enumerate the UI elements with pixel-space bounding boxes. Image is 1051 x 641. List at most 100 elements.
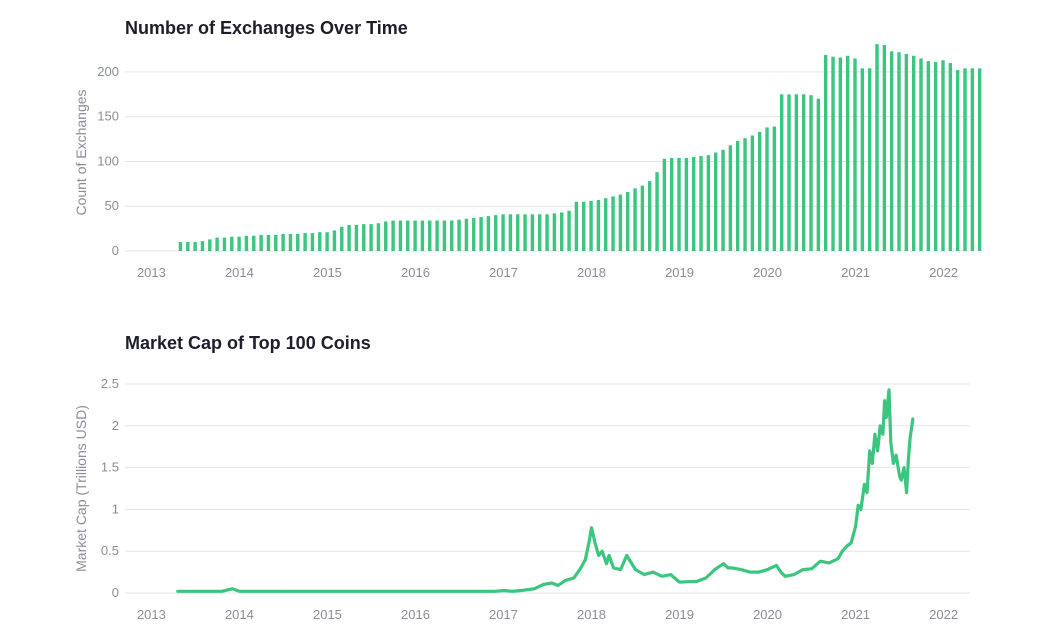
bar (208, 239, 212, 251)
bar (340, 226, 344, 251)
data-point (326, 590, 329, 593)
bar (530, 214, 535, 251)
x-tick-label: 2017 (489, 265, 518, 280)
bar (186, 242, 190, 251)
y-tick-label: 0.5 (101, 543, 119, 558)
data-point (909, 437, 911, 440)
x-tick-label: 2017 (489, 607, 518, 622)
bar (310, 233, 315, 251)
data-point (888, 389, 890, 391)
data-point (863, 483, 866, 486)
bar (413, 220, 417, 251)
y-axis-label: Market Cap (Trillions USD) (73, 405, 89, 572)
bar (816, 98, 821, 251)
data-point (533, 588, 536, 590)
bar (178, 242, 183, 251)
bar (596, 199, 601, 251)
x-tick-label: 2013 (137, 265, 166, 280)
bar (450, 220, 454, 251)
bar (626, 191, 630, 251)
bar (574, 201, 579, 251)
bar (252, 235, 256, 251)
data-point (727, 567, 729, 569)
bar (750, 135, 755, 251)
x-tick-label: 2018 (577, 265, 606, 280)
bar (406, 220, 410, 251)
bar (655, 172, 659, 251)
bar (919, 58, 923, 252)
data-point (850, 542, 852, 544)
data-point (801, 568, 804, 571)
bar (516, 214, 520, 251)
x-tick-label: 2021 (841, 607, 870, 622)
data-point (874, 433, 876, 435)
bar (369, 224, 373, 251)
bar (618, 194, 623, 251)
bar (552, 213, 557, 251)
exchanges-bar-chart: 0 50 100 150 200 2013 2014 2015 2016 2017 2018 2019… (73, 44, 982, 280)
data-point (819, 560, 822, 563)
bar (955, 70, 960, 251)
data-point (749, 571, 751, 573)
bar (274, 234, 278, 251)
bar (303, 233, 307, 251)
bar (735, 140, 740, 251)
bar (633, 188, 637, 251)
x-tick-label: 2016 (401, 607, 430, 622)
bar (538, 214, 542, 251)
bar (325, 232, 329, 251)
data-point (493, 590, 496, 593)
bar (464, 218, 469, 251)
data-point (601, 550, 603, 552)
bar (867, 68, 872, 251)
x-tick-label: 2021 (841, 265, 870, 280)
bar (772, 126, 777, 251)
data-point (882, 433, 884, 435)
bar (472, 217, 476, 251)
bar (362, 224, 366, 251)
x-tick-label: 2015 (313, 607, 342, 622)
bar (200, 241, 205, 251)
data-point (810, 567, 813, 570)
x-tick-label: 2014 (225, 607, 254, 622)
bar (692, 156, 696, 251)
data-point (860, 508, 862, 511)
x-tick-label: 2018 (577, 607, 606, 622)
bar (237, 236, 241, 251)
data-point (845, 545, 848, 547)
bar (853, 58, 857, 252)
data-point (580, 567, 582, 569)
bar (457, 219, 461, 251)
bar (398, 220, 403, 251)
data-point (907, 458, 910, 461)
bar (442, 220, 447, 251)
data-point (588, 542, 590, 544)
bar (486, 216, 491, 251)
data-point (625, 554, 628, 557)
data-point (511, 590, 514, 593)
data-point (784, 575, 786, 578)
bar (259, 234, 263, 251)
bar (589, 200, 593, 251)
data-point (231, 588, 234, 590)
y-tick-label: 0 (112, 243, 119, 258)
x-tick-label: 2016 (401, 265, 430, 280)
data-point (779, 571, 782, 573)
bar (721, 149, 725, 251)
bar (882, 45, 887, 251)
bar (662, 158, 667, 251)
data-point (634, 568, 637, 571)
data-point (837, 557, 839, 560)
data-point (757, 571, 760, 573)
y-tick-label: 2 (112, 418, 119, 433)
bar (948, 62, 953, 251)
bar (706, 155, 711, 251)
bar (501, 214, 505, 251)
bar (765, 127, 769, 251)
bar (230, 236, 234, 251)
bar (604, 198, 608, 251)
bar (779, 94, 784, 251)
x-tick-label: 2014 (225, 265, 254, 280)
bar (977, 68, 982, 251)
data-point (177, 590, 179, 593)
